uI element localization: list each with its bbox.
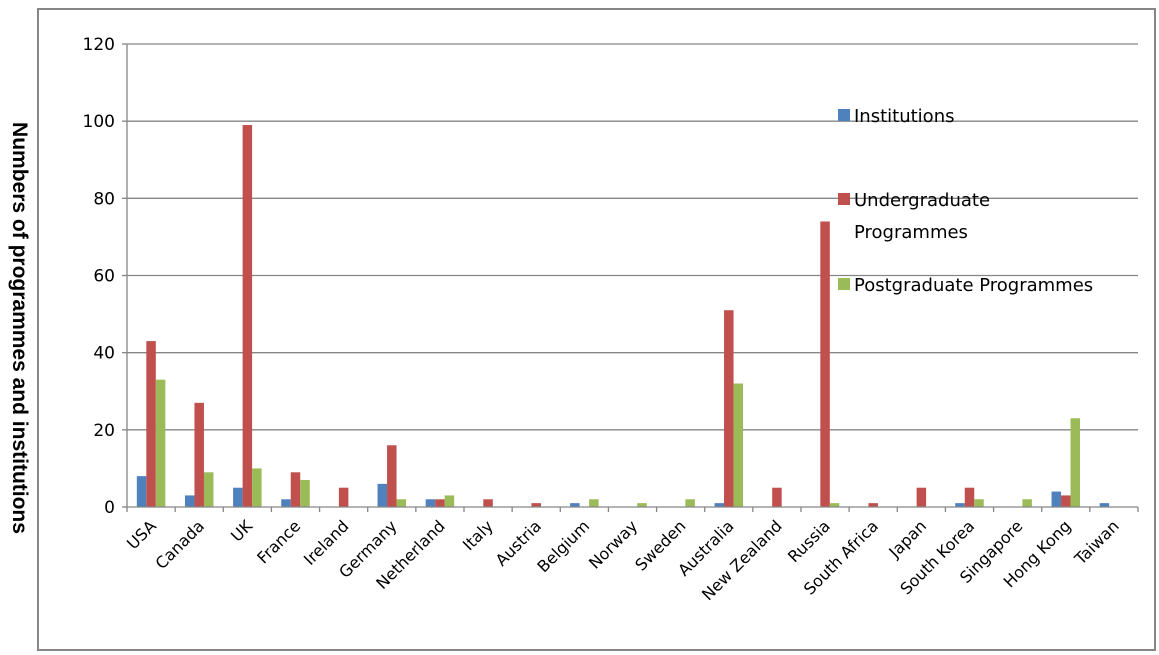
bar [444, 495, 455, 507]
bar [964, 487, 975, 507]
bar [281, 499, 291, 507]
x-tick-label: Canada [152, 516, 208, 572]
bar [570, 503, 580, 507]
y-tick-label: 20 [93, 421, 115, 441]
x-tick-label: France [253, 516, 304, 567]
legend-label: Institutions [854, 106, 954, 127]
y-tick-label: 60 [93, 267, 115, 287]
bar [820, 221, 830, 507]
bar [136, 476, 147, 507]
bar [868, 503, 878, 507]
bar [435, 499, 445, 507]
y-tick-label: 120 [83, 35, 115, 55]
bar [425, 499, 436, 507]
x-tick-label: Belgium [533, 516, 593, 576]
bar [1051, 491, 1062, 507]
x-tick-label: UK [227, 516, 256, 545]
y-tick-label: 40 [93, 344, 115, 364]
bar [637, 503, 647, 507]
bar [724, 310, 734, 507]
bar [377, 483, 388, 507]
bar [290, 472, 301, 507]
bar [184, 495, 195, 507]
bar [387, 445, 397, 507]
x-tick-label: Japan [884, 516, 930, 562]
x-tick-label: USA [123, 516, 160, 553]
bar [829, 503, 840, 507]
bar [772, 487, 782, 507]
bar [531, 503, 541, 507]
legend-label: Postgraduate Programmes [854, 275, 1093, 296]
bar [974, 499, 984, 507]
bar [233, 487, 243, 507]
bar [714, 503, 725, 507]
bar [146, 341, 156, 507]
bar [155, 379, 166, 507]
legend-swatch [838, 109, 850, 121]
y-tick-label: 80 [93, 189, 115, 209]
bar [733, 383, 744, 507]
bar [1061, 495, 1071, 507]
x-tick-label: Norway [585, 516, 641, 572]
chart-frame [37, 8, 1156, 651]
bar [483, 499, 493, 507]
bar [685, 499, 695, 507]
x-tick-label: Taiwan [1070, 516, 1123, 569]
legend-swatch [838, 193, 850, 205]
bar [203, 472, 214, 507]
x-tick-label: Italy [459, 516, 497, 554]
bar [1099, 503, 1110, 507]
legend-label: Undergraduate Programmes [854, 190, 990, 243]
bar [589, 499, 599, 507]
legend-swatch [838, 278, 850, 290]
bar [242, 125, 253, 508]
bar [300, 479, 310, 507]
bar [252, 468, 262, 507]
bar [396, 499, 407, 507]
y-tick-label: 0 [104, 498, 115, 518]
bar [194, 402, 204, 507]
bar [1022, 499, 1032, 507]
bar [338, 487, 349, 507]
bar [955, 503, 965, 507]
bar [1070, 418, 1081, 507]
bar [916, 487, 927, 507]
y-tick-label: 100 [83, 112, 115, 132]
